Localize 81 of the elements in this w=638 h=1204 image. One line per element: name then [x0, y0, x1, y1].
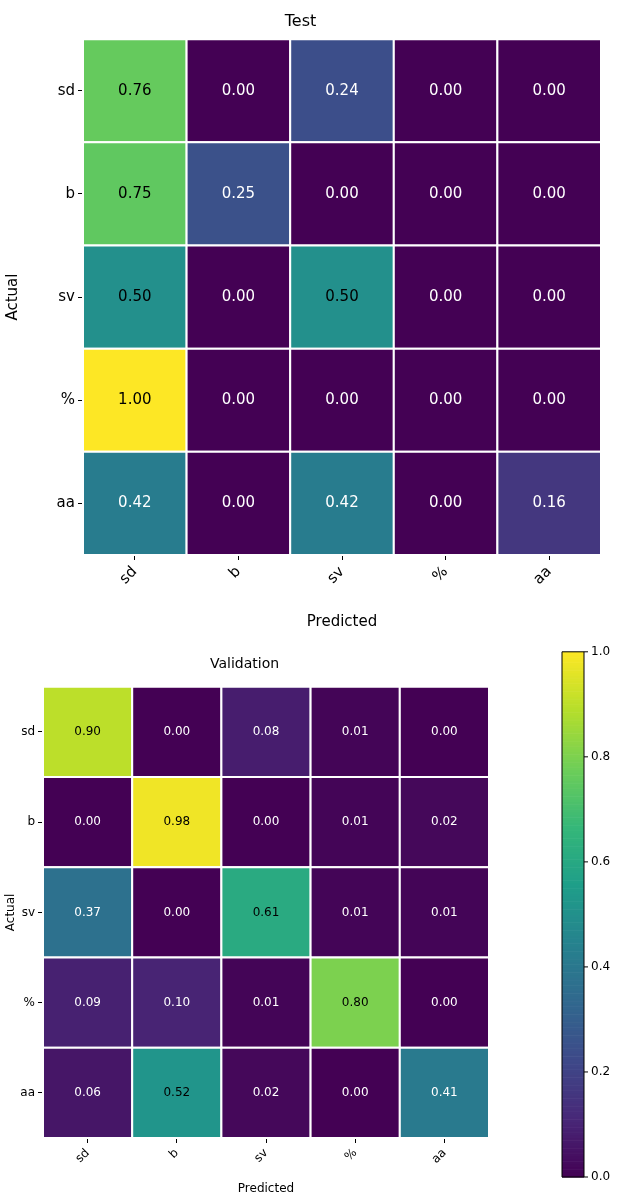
data-label: 0.01: [341, 814, 369, 829]
data-label: 0.98: [163, 814, 191, 829]
x-tick-label: sv: [250, 1145, 271, 1165]
data-label: 0.61: [252, 904, 280, 919]
data-label: 0.00: [532, 183, 566, 202]
color-bar-label: 0.8: [591, 748, 611, 763]
data-label: 0.50: [325, 286, 359, 305]
y-tick-label: sv: [58, 286, 76, 305]
data-label: 0.00: [431, 994, 458, 1009]
data-label: 0.06: [74, 1085, 101, 1100]
y-axis-title: Actual: [2, 273, 21, 321]
y-tick-label: sd: [57, 80, 75, 99]
data-label: 0.00: [163, 904, 191, 919]
data-label: 0.02: [431, 814, 458, 829]
data-label: 0.00: [532, 286, 566, 305]
data-label: 0.00: [221, 390, 256, 409]
data-label: 0.01: [341, 724, 369, 739]
color-bar-label: 1.0: [591, 643, 611, 658]
data-label: 0.41: [431, 1085, 458, 1100]
x-tick-label: aa: [428, 1145, 449, 1166]
y-axis-title: Actual: [3, 893, 18, 932]
chart-title: Validation: [209, 655, 280, 672]
x-tick-label: sv: [323, 562, 348, 587]
data-label: 0.00: [428, 286, 463, 305]
data-label: 0.00: [163, 724, 191, 739]
data-label: 0.00: [325, 183, 359, 202]
x-axis-title: Predicted: [237, 1180, 295, 1195]
data-label: 0.25: [221, 183, 256, 202]
chart-title: Test: [283, 10, 317, 30]
data-label: 0.00: [252, 814, 280, 829]
y-tick-label: sv: [21, 904, 35, 919]
y-tick-label: sd: [21, 724, 35, 739]
data-label: 0.80: [341, 994, 369, 1009]
data-label: 0.08: [252, 724, 280, 739]
data-label: 0.00: [221, 80, 256, 99]
data-label: 0.00: [341, 1085, 369, 1100]
data-label: 0.00: [428, 390, 463, 409]
data-label: 0.24: [325, 80, 359, 99]
color-bar-label: 0.0: [591, 1169, 611, 1184]
data-label: 0.00: [428, 80, 463, 99]
data-label: 0.90: [74, 724, 101, 739]
data-label: 0.10: [163, 994, 191, 1009]
data-label: 0.01: [252, 994, 280, 1009]
y-tick-label: aa: [56, 493, 75, 512]
data-label: 0.37: [74, 904, 101, 919]
data-label: 0.01: [431, 904, 458, 919]
data-label: 0.09: [74, 994, 101, 1009]
data-label: 0.76: [118, 80, 152, 99]
data-label: 0.00: [431, 724, 458, 739]
data-label: 0.00: [532, 390, 566, 409]
y-tick-label: b: [65, 183, 75, 202]
data-label: 0.01: [341, 904, 369, 919]
data-label: 0.00: [74, 814, 101, 829]
x-tick-label: %: [341, 1145, 360, 1164]
data-label: 0.42: [118, 493, 152, 512]
data-label: 1.00: [118, 390, 152, 409]
data-label: 0.00: [325, 390, 359, 409]
data-label: 0.00: [532, 80, 566, 99]
y-tick-label: %: [60, 390, 75, 409]
color-bar-label: 0.6: [591, 854, 611, 869]
data-label: 0.00: [428, 183, 463, 202]
y-tick-label: %: [23, 994, 35, 1009]
data-label: 0.42: [325, 493, 359, 512]
x-tick-label: sd: [115, 562, 141, 588]
x-tick-label: b: [224, 562, 244, 582]
data-label: 0.02: [252, 1085, 280, 1100]
y-tick-label: aa: [20, 1085, 35, 1100]
data-label: 0.00: [221, 493, 256, 512]
color-bar-label: 0.2: [591, 1064, 611, 1079]
x-tick-label: b: [165, 1145, 182, 1161]
y-tick-label: b: [27, 814, 35, 829]
color-bar-label: 0.4: [591, 959, 611, 974]
data-label: 0.75: [118, 183, 152, 202]
data-label: 0.50: [118, 286, 152, 305]
x-tick-label: aa: [529, 562, 555, 588]
x-tick-label: %: [428, 562, 452, 586]
x-axis-title: Predicted: [306, 611, 378, 630]
data-label: 0.00: [221, 286, 256, 305]
data-label: 0.16: [532, 493, 566, 512]
data-label: 0.52: [163, 1085, 191, 1100]
data-label: 0.00: [428, 493, 463, 512]
